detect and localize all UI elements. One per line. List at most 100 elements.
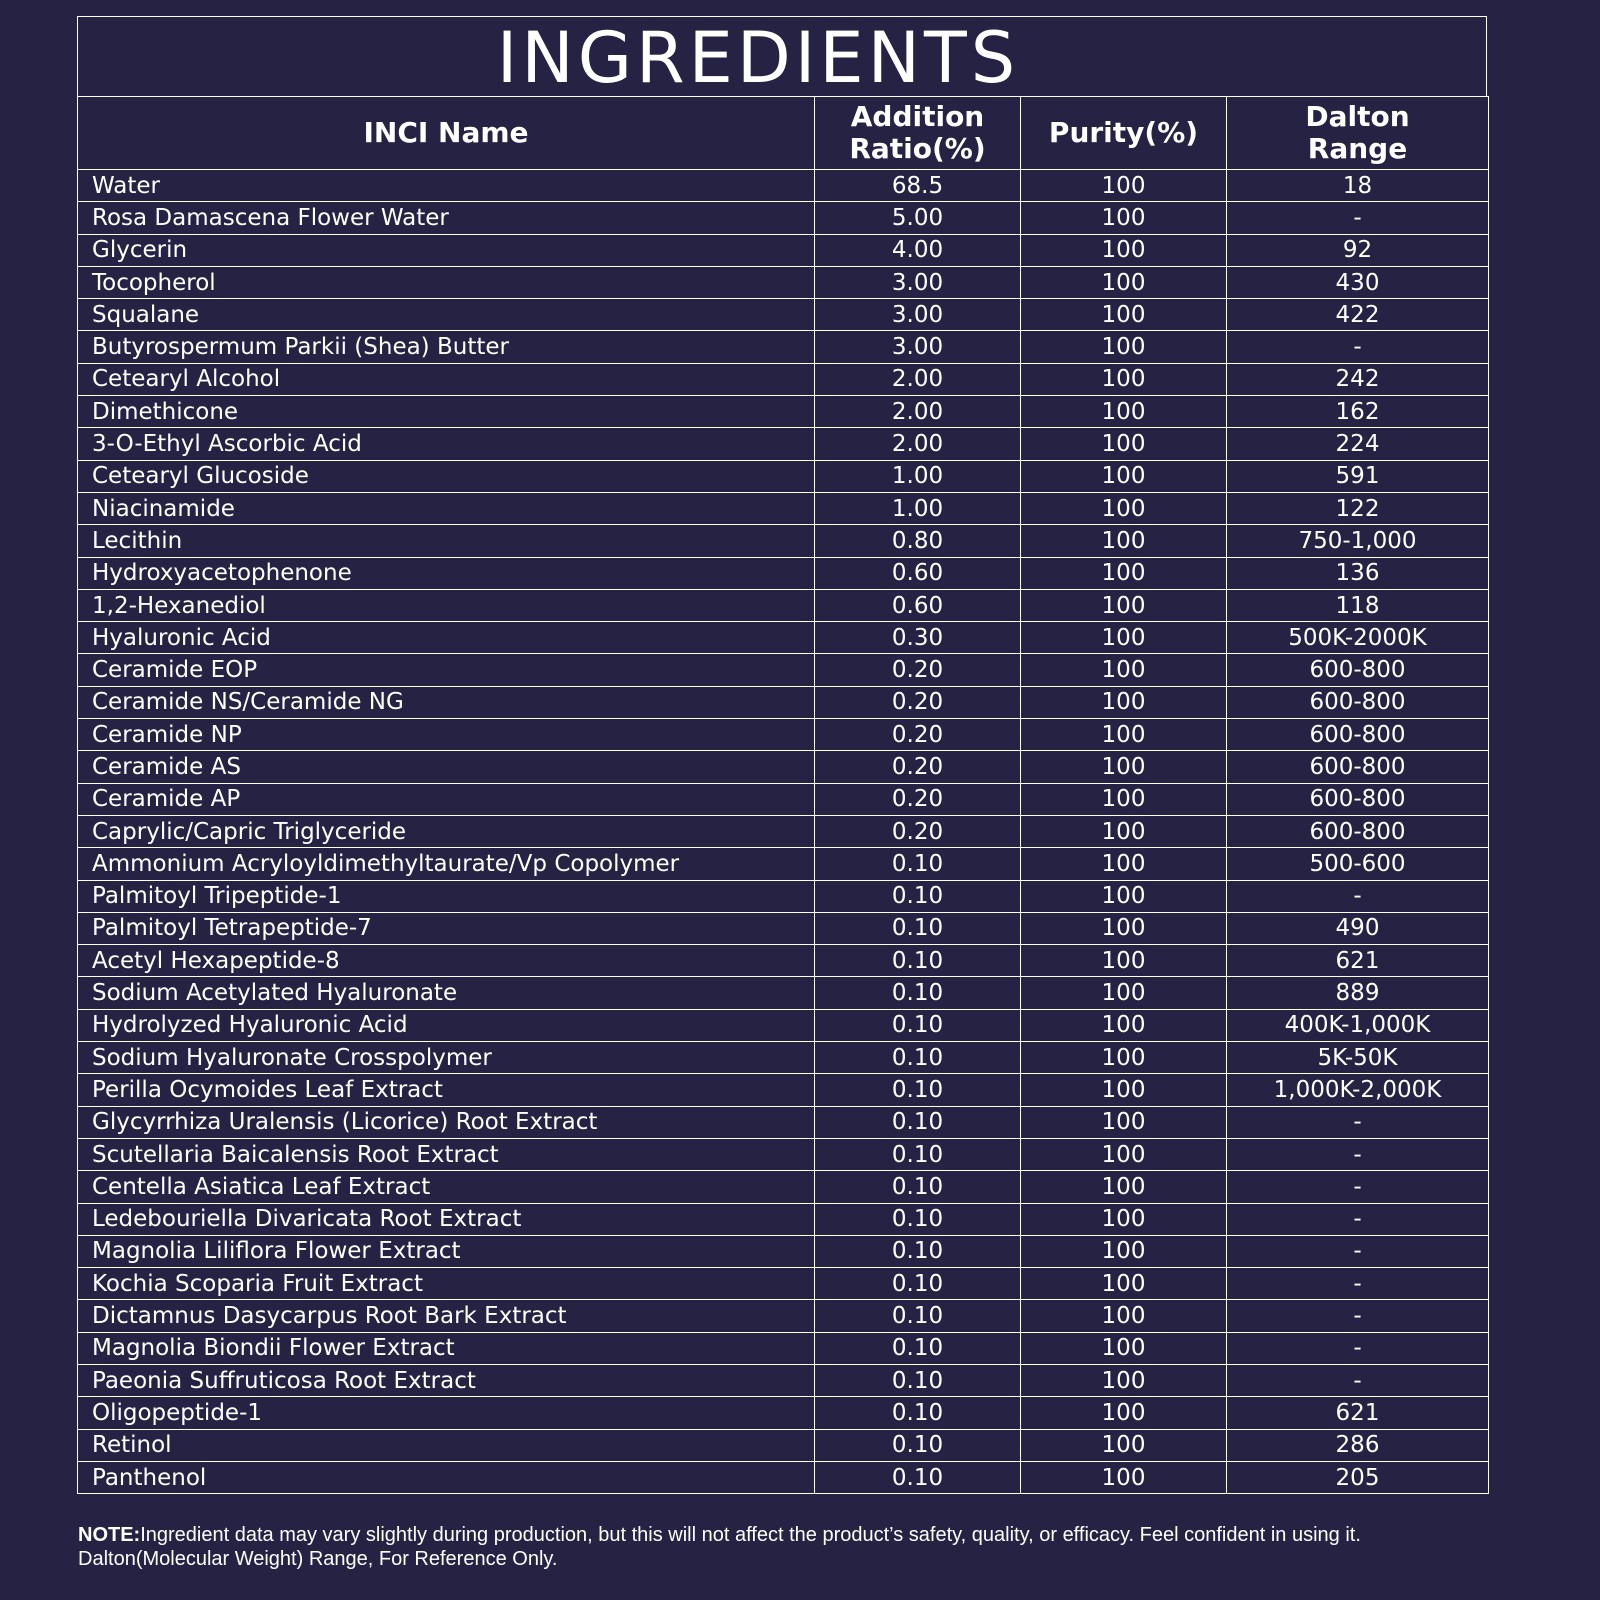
ingredient-name-cell: Ceramide NP [77,718,815,752]
addition-ratio-cell: 0.10 [814,1428,1021,1462]
purity-cell: 100 [1020,750,1227,784]
addition-ratio-cell: 0.10 [814,911,1021,946]
table-body: Water 68.5 100 18 Rosa Damascena Flower Wate… [77,168,1489,1495]
dalton-range-cell: 136 [1226,556,1489,590]
addition-ratio-cell: 0.10 [814,847,1021,881]
title-box: INGREDIENTS [77,16,1487,99]
purity-cell: 100 [1020,1041,1227,1075]
purity-cell: 100 [1020,491,1227,526]
ingredient-name-cell: Magnolia Liliflora Flower Extract [77,1234,815,1269]
table-row: 1,2-Hexanediol 0.60 100 118 [77,588,1489,623]
addition-ratio-cell: 0.60 [814,588,1021,623]
header-dalton-line1: Dalton [1305,100,1410,133]
purity-cell: 100 [1020,1331,1227,1365]
dalton-range-cell: - [1226,1202,1489,1236]
purity-cell: 100 [1020,459,1227,493]
ingredient-name-cell: Oligopeptide-1 [77,1396,815,1430]
table-row: Dictamnus Dasycarpus Root Bark Extract 0.… [77,1299,1489,1333]
dalton-range-cell: 591 [1226,459,1489,493]
ingredient-name-cell: Dictamnus Dasycarpus Root Bark Extract [77,1299,815,1333]
note-text-line2: Dalton(Molecular Weight) Range, For Refe… [78,1548,558,1570]
table-row: Tocopherol 3.00 100 430 [77,265,1489,300]
dalton-range-cell: 5K-50K [1226,1041,1489,1075]
ingredient-name-cell: Ammonium Acryloyldimethyltaurate/Vp Copo… [77,847,815,881]
purity-cell: 100 [1020,1428,1227,1462]
ingredient-name-cell: Lecithin [77,524,815,558]
purity-cell: 100 [1020,1073,1227,1107]
table-row: Rosa Damascena Flower Water 5.00 100- [77,201,1489,235]
dalton-range-cell: 92 [1226,233,1489,267]
purity-cell: 100 [1020,588,1227,623]
purity-cell: 100 [1020,330,1227,364]
purity-cell: 100 [1020,395,1227,429]
dalton-range-cell: 490 [1226,911,1489,946]
dalton-range-cell: 242 [1226,362,1489,397]
ingredient-name-cell: Cetearyl Glucoside [77,459,815,493]
purity-cell: 100 [1020,944,1227,978]
table-row: Cetearyl Alcohol 2.00 100 242 [77,362,1489,397]
dalton-range-cell: 400K-1,000K [1226,1008,1489,1043]
header-inci-name-label: INCI Name [363,116,529,149]
addition-ratio-cell: 5.00 [814,201,1021,235]
purity-cell: 100 [1020,1460,1227,1495]
table-row: Hydrolyzed Hyaluronic Acid 0.10 100 400K-1,… [77,1008,1489,1043]
ingredients-table: INCI Name Addition Ratio(%) Purity(%) Da… [77,96,1489,1495]
dalton-range-cell: 224 [1226,427,1489,461]
purity-cell: 100 [1020,653,1227,687]
dalton-range-cell: 500-600 [1226,847,1489,881]
dalton-range-cell: 600-800 [1226,718,1489,752]
dalton-range-cell: 600-800 [1226,814,1489,849]
addition-ratio-cell: 2.00 [814,395,1021,429]
addition-ratio-cell: 0.60 [814,556,1021,590]
ingredient-name-cell: Retinol [77,1428,815,1462]
table-row: Palmitoyl Tripeptide-1 0.10 100- [77,879,1489,913]
ingredient-name-cell: Tocopherol [77,265,815,300]
dalton-range-cell: 286 [1226,1428,1489,1462]
dalton-range-cell: - [1226,1137,1489,1172]
table-row: Acetyl Hexapeptide-8 0.10 100 621 [77,944,1489,978]
ingredient-name-cell: Paeonia Suffruticosa Root Extract [77,1363,815,1398]
dalton-range-cell: 600-800 [1226,750,1489,784]
table-row: Water 68.5 100 18 [77,168,1489,203]
table-row: Kochia Scoparia Fruit Extract 0.10 100- [77,1267,1489,1301]
header-inci-name: INCI Name [77,96,815,170]
table-row: Squalane 3.00 100 422 [77,298,1489,332]
purity-cell: 100 [1020,233,1227,267]
ingredient-name-cell: Perilla Ocymoides Leaf Extract [77,1073,815,1107]
ingredient-name-cell: Caprylic/Capric Triglyceride [77,814,815,849]
addition-ratio-cell: 0.10 [814,1396,1021,1430]
addition-ratio-cell: 0.20 [814,718,1021,752]
table-row: Retinol 0.10 100 286 [77,1428,1489,1462]
purity-cell: 100 [1020,168,1227,203]
addition-ratio-cell: 0.10 [814,1041,1021,1075]
dalton-range-cell: - [1226,1234,1489,1269]
purity-cell: 100 [1020,911,1227,946]
ingredient-name-cell: Ledebouriella Divaricata Root Extract [77,1202,815,1236]
addition-ratio-cell: 0.20 [814,782,1021,816]
table-row: Glycerin 4.00 100 92 [77,233,1489,267]
dalton-range-cell: - [1226,201,1489,235]
ingredient-name-cell: Magnolia Biondii Flower Extract [77,1331,815,1365]
dalton-range-cell: 122 [1226,491,1489,526]
addition-ratio-cell: 3.00 [814,265,1021,300]
ingredient-name-cell: Ceramide AP [77,782,815,816]
purity-cell: 100 [1020,1234,1227,1269]
ingredient-name-cell: Panthenol [77,1460,815,1495]
table-row: Niacinamide 1.00 100 122 [77,491,1489,526]
table-row: Cetearyl Glucoside 1.00 100 591 [77,459,1489,493]
header-dalton-range: Dalton Range [1226,96,1489,170]
purity-cell: 100 [1020,1396,1227,1430]
table-row: Dimethicone 2.00 100 162 [77,395,1489,429]
ingredient-name-cell: Sodium Hyaluronate Crosspolymer [77,1041,815,1075]
addition-ratio-cell: 0.30 [814,621,1021,655]
table-row: Ledebouriella Divaricata Root Extract 0.1… [77,1202,1489,1236]
ingredient-name-cell: Centella Asiatica Leaf Extract [77,1170,815,1204]
ingredient-name-cell: 1,2-Hexanediol [77,588,815,623]
header-addition-ratio-line2: Ratio(%) [849,132,986,165]
dalton-range-cell: 600-800 [1226,653,1489,687]
ingredient-name-cell: Butyrospermum Parkii (Shea) Butter [77,330,815,364]
table-row: Palmitoyl Tetrapeptide-7 0.10 100 490 [77,911,1489,946]
table-row: Glycyrrhiza Uralensis (Licorice) Root Ex… [77,1105,1489,1139]
note-text-line1: Ingredient data may vary slightly during… [140,1524,1361,1546]
ingredient-name-cell: Scutellaria Baicalensis Root Extract [77,1137,815,1172]
